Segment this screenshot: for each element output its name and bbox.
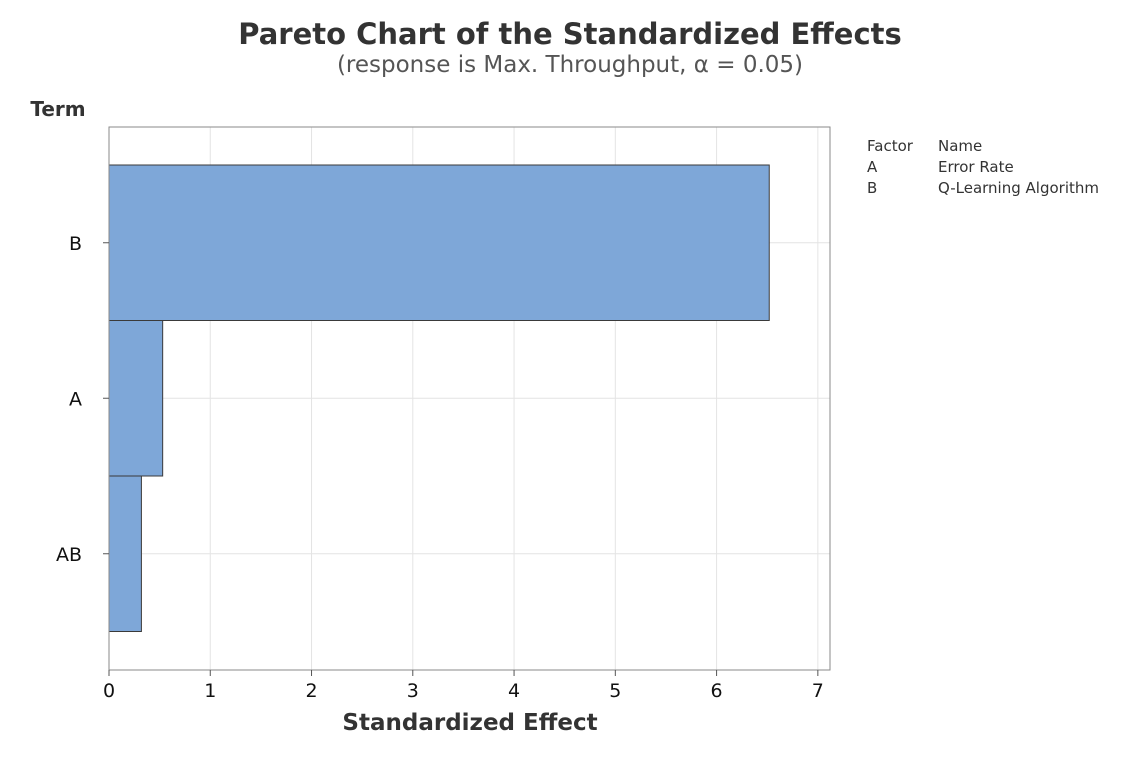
legend-factor-a: A bbox=[867, 158, 878, 176]
term-label-ab: AB bbox=[56, 544, 82, 566]
legend-name-a: Error Rate bbox=[938, 158, 1014, 176]
factor-legend: Factor Name A Error Rate B Q-Learning Al… bbox=[867, 137, 1099, 197]
legend-factor-b: B bbox=[867, 179, 877, 197]
legend-header-name: Name bbox=[938, 137, 982, 155]
bar-b bbox=[108, 164, 770, 321]
bar-ab bbox=[108, 475, 142, 632]
chart-subtitle: (response is Max. Throughput, α = 0.05) bbox=[337, 52, 803, 78]
bar-a bbox=[108, 320, 164, 477]
x-tick-label-0: 0 bbox=[103, 680, 115, 702]
bars bbox=[108, 164, 770, 632]
term-labels: B A AB bbox=[56, 233, 109, 566]
term-label-b: B bbox=[69, 233, 82, 255]
x-axis-ticks: 0 1 2 3 4 5 6 7 bbox=[103, 670, 824, 702]
legend-header-factor: Factor bbox=[867, 137, 914, 155]
legend-name-b: Q-Learning Algorithm bbox=[938, 179, 1099, 197]
x-tick-label-5: 5 bbox=[609, 680, 621, 702]
x-axis-title: Standardized Effect bbox=[342, 710, 597, 736]
x-tick-label-1: 1 bbox=[204, 680, 216, 702]
term-label-a: A bbox=[69, 388, 82, 410]
x-tick-label-4: 4 bbox=[508, 680, 520, 702]
y-axis-title: Term bbox=[30, 97, 85, 121]
x-tick-label-6: 6 bbox=[711, 680, 723, 702]
chart-title: Pareto Chart of the Standardized Effects bbox=[238, 17, 902, 51]
x-tick-label-3: 3 bbox=[407, 680, 419, 702]
x-tick-label-7: 7 bbox=[812, 680, 824, 702]
x-tick-label-2: 2 bbox=[305, 680, 317, 702]
